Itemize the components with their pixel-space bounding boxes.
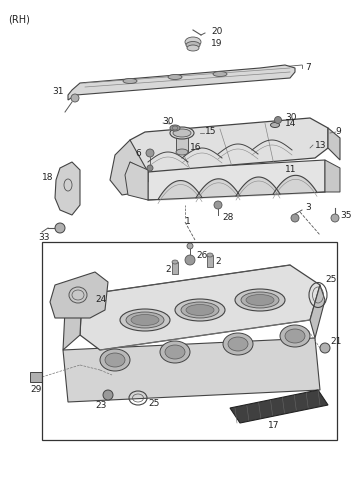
- Text: 23: 23: [95, 400, 106, 409]
- Ellipse shape: [172, 260, 178, 264]
- Ellipse shape: [187, 45, 199, 51]
- Bar: [42, 242, 337, 440]
- Circle shape: [214, 201, 222, 209]
- Circle shape: [291, 214, 299, 222]
- Text: 17: 17: [268, 420, 279, 430]
- Ellipse shape: [207, 253, 213, 257]
- Text: 24: 24: [95, 296, 106, 304]
- Text: 31: 31: [52, 87, 64, 96]
- Ellipse shape: [175, 299, 225, 321]
- Text: 14: 14: [285, 120, 296, 129]
- Polygon shape: [63, 295, 82, 350]
- Text: 2: 2: [165, 265, 171, 275]
- Circle shape: [320, 343, 330, 353]
- Polygon shape: [207, 255, 213, 267]
- Text: 26: 26: [196, 252, 207, 261]
- Ellipse shape: [271, 122, 279, 128]
- Ellipse shape: [120, 309, 170, 331]
- Text: (RH): (RH): [8, 14, 30, 24]
- Text: 33: 33: [38, 233, 49, 242]
- Text: 25: 25: [148, 398, 159, 408]
- Text: 19: 19: [211, 39, 223, 48]
- Polygon shape: [125, 162, 148, 200]
- Text: 11: 11: [285, 166, 297, 175]
- Ellipse shape: [285, 329, 305, 343]
- Polygon shape: [148, 160, 325, 200]
- Ellipse shape: [131, 314, 159, 325]
- Text: 15: 15: [205, 128, 217, 136]
- Circle shape: [331, 214, 339, 222]
- Polygon shape: [50, 272, 108, 318]
- Polygon shape: [176, 133, 188, 152]
- Polygon shape: [328, 128, 340, 160]
- Polygon shape: [63, 338, 320, 402]
- Ellipse shape: [185, 37, 201, 47]
- Ellipse shape: [213, 72, 227, 76]
- Text: 13: 13: [315, 141, 326, 149]
- Text: 35: 35: [340, 211, 351, 219]
- Text: 30: 30: [162, 118, 173, 127]
- Ellipse shape: [241, 292, 279, 308]
- Text: 28: 28: [222, 213, 233, 221]
- Ellipse shape: [123, 79, 137, 84]
- Circle shape: [187, 243, 193, 249]
- Polygon shape: [68, 65, 295, 100]
- Text: 18: 18: [42, 173, 53, 182]
- Circle shape: [71, 94, 79, 102]
- Ellipse shape: [280, 325, 310, 347]
- Text: 6: 6: [135, 148, 141, 157]
- Ellipse shape: [246, 295, 274, 305]
- Ellipse shape: [168, 74, 182, 80]
- Circle shape: [55, 223, 65, 233]
- Text: 21: 21: [330, 337, 342, 347]
- Polygon shape: [130, 118, 328, 172]
- Ellipse shape: [170, 127, 194, 139]
- Text: 7: 7: [305, 62, 311, 72]
- Ellipse shape: [181, 302, 219, 318]
- Text: 9: 9: [335, 128, 341, 136]
- Text: 1: 1: [185, 217, 191, 227]
- Polygon shape: [310, 285, 325, 338]
- Circle shape: [146, 149, 154, 157]
- Ellipse shape: [228, 337, 248, 351]
- Text: 30: 30: [285, 113, 297, 122]
- Ellipse shape: [105, 353, 125, 367]
- Ellipse shape: [186, 41, 200, 48]
- Ellipse shape: [160, 341, 190, 363]
- Ellipse shape: [100, 349, 130, 371]
- Polygon shape: [230, 390, 328, 423]
- Ellipse shape: [173, 129, 191, 137]
- Polygon shape: [30, 372, 42, 382]
- Polygon shape: [110, 140, 148, 195]
- Text: 25: 25: [325, 276, 336, 285]
- Polygon shape: [55, 162, 80, 215]
- Circle shape: [147, 165, 153, 171]
- Ellipse shape: [176, 149, 188, 155]
- Ellipse shape: [223, 333, 253, 355]
- Polygon shape: [130, 162, 148, 182]
- Polygon shape: [80, 265, 320, 350]
- Ellipse shape: [235, 289, 285, 311]
- Circle shape: [103, 390, 113, 400]
- Circle shape: [185, 255, 195, 265]
- Ellipse shape: [170, 125, 180, 131]
- Ellipse shape: [126, 312, 164, 328]
- Text: 2: 2: [215, 257, 221, 266]
- Polygon shape: [172, 262, 178, 274]
- Ellipse shape: [186, 304, 214, 315]
- Ellipse shape: [165, 345, 185, 359]
- Circle shape: [274, 117, 282, 123]
- Text: 3: 3: [305, 204, 311, 213]
- Ellipse shape: [172, 126, 178, 130]
- Text: 20: 20: [211, 27, 223, 36]
- Polygon shape: [325, 160, 340, 192]
- Text: 29: 29: [30, 385, 41, 395]
- Text: 16: 16: [190, 144, 201, 153]
